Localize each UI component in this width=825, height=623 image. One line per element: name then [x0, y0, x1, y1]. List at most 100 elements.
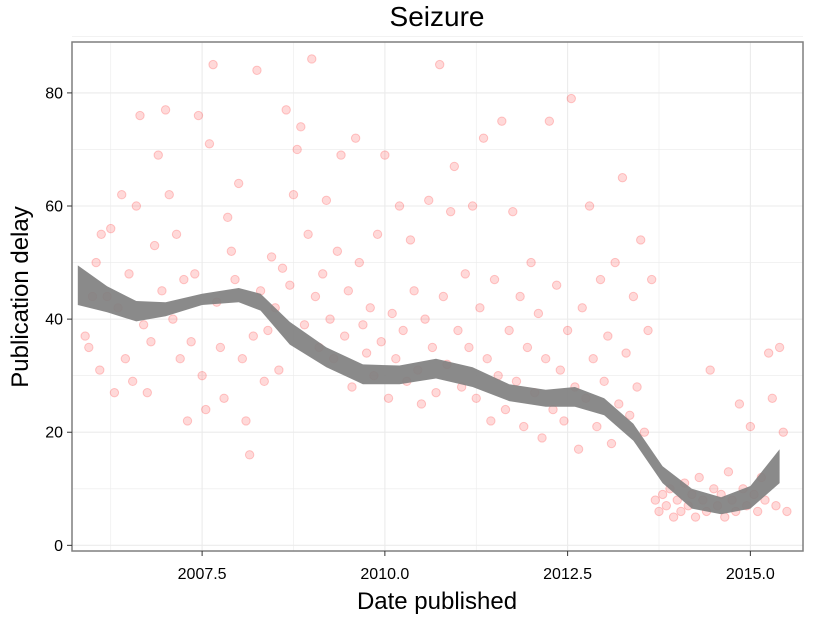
- data-point: [599, 376, 609, 387]
- data-point: [281, 105, 291, 115]
- data-point: [361, 348, 372, 358]
- y-tick-label: 80: [45, 85, 63, 102]
- data-point: [164, 190, 174, 200]
- data-point: [336, 150, 346, 160]
- y-tick-label: 20: [45, 425, 63, 442]
- data-point: [672, 495, 682, 505]
- x-axis-title: Date published: [357, 588, 517, 615]
- data-point: [347, 382, 357, 392]
- data-point: [310, 291, 321, 302]
- data-point: [303, 229, 313, 239]
- data-point: [709, 484, 719, 494]
- data-point: [96, 229, 106, 239]
- data-point: [241, 416, 251, 426]
- data-point: [668, 512, 679, 522]
- data-point: [471, 393, 481, 403]
- data-point: [734, 399, 745, 409]
- data-point: [292, 144, 302, 155]
- data-point: [307, 54, 317, 64]
- x-tick-label: 2007.5: [178, 566, 227, 583]
- data-point: [588, 354, 598, 364]
- data-point: [559, 416, 569, 426]
- data-point: [244, 450, 255, 460]
- data-point: [617, 173, 628, 183]
- data-point: [190, 269, 200, 279]
- data-point: [767, 393, 777, 403]
- data-point: [434, 59, 445, 70]
- data-point: [566, 93, 576, 104]
- data-point: [135, 110, 145, 121]
- data-point: [625, 410, 635, 420]
- data-point: [365, 303, 375, 313]
- data-point: [690, 512, 701, 522]
- data-point: [636, 235, 646, 245]
- data-point: [745, 421, 756, 432]
- x-tick-label: 2010.0: [360, 566, 409, 583]
- data-point: [248, 331, 258, 341]
- data-point: [394, 201, 405, 211]
- data-point: [540, 354, 551, 364]
- data-point: [650, 495, 661, 505]
- data-point: [182, 416, 193, 426]
- data-point: [259, 376, 269, 387]
- data-point: [376, 337, 386, 347]
- data-point: [398, 325, 408, 336]
- data-point: [420, 314, 430, 324]
- data-point: [201, 404, 211, 415]
- y-tick-label: 60: [45, 199, 63, 216]
- data-point: [193, 110, 204, 121]
- data-point: [606, 438, 617, 449]
- data-point: [95, 365, 105, 375]
- data-point: [427, 342, 438, 353]
- data-point: [478, 133, 489, 143]
- data-point: [595, 274, 606, 285]
- data-point: [515, 291, 525, 302]
- data-point: [358, 320, 368, 330]
- data-point: [179, 274, 189, 285]
- data-point: [676, 506, 686, 517]
- data-point: [614, 399, 624, 409]
- y-tick-label: 40: [45, 312, 63, 329]
- data-point: [778, 427, 788, 437]
- data-point: [124, 269, 134, 279]
- data-point: [646, 274, 657, 285]
- data-point: [263, 325, 273, 336]
- data-point: [266, 252, 277, 262]
- data-point: [694, 472, 704, 483]
- data-point: [453, 325, 463, 336]
- data-point: [584, 201, 595, 211]
- data-point: [106, 223, 116, 234]
- data-point: [763, 348, 774, 358]
- data-point: [138, 320, 149, 330]
- data-point: [84, 342, 94, 353]
- data-point: [383, 393, 394, 403]
- data-point: [120, 354, 131, 364]
- data-point: [519, 421, 529, 432]
- data-point: [504, 325, 514, 336]
- data-point: [475, 303, 485, 313]
- data-point: [511, 376, 522, 387]
- data-point: [215, 342, 226, 353]
- data-point: [610, 257, 620, 268]
- data-point: [168, 314, 178, 324]
- data-point: [230, 274, 240, 285]
- data-point: [325, 314, 335, 324]
- axis-layer: 0 20 40 60 80 2007.5 2010.0 2012.5 2015.0: [45, 85, 775, 583]
- data-point: [175, 354, 185, 364]
- data-point: [197, 370, 207, 381]
- data-point: [160, 105, 171, 115]
- data-point: [431, 387, 441, 398]
- data-point: [562, 325, 573, 336]
- data-point: [416, 399, 427, 409]
- data-point: [774, 342, 785, 353]
- data-point: [551, 280, 562, 290]
- data-point: [318, 269, 328, 279]
- data-point: [299, 320, 310, 330]
- data-point: [445, 206, 456, 217]
- data-point: [489, 274, 500, 285]
- data-point: [127, 376, 138, 387]
- data-point: [223, 212, 233, 223]
- data-point: [380, 150, 390, 160]
